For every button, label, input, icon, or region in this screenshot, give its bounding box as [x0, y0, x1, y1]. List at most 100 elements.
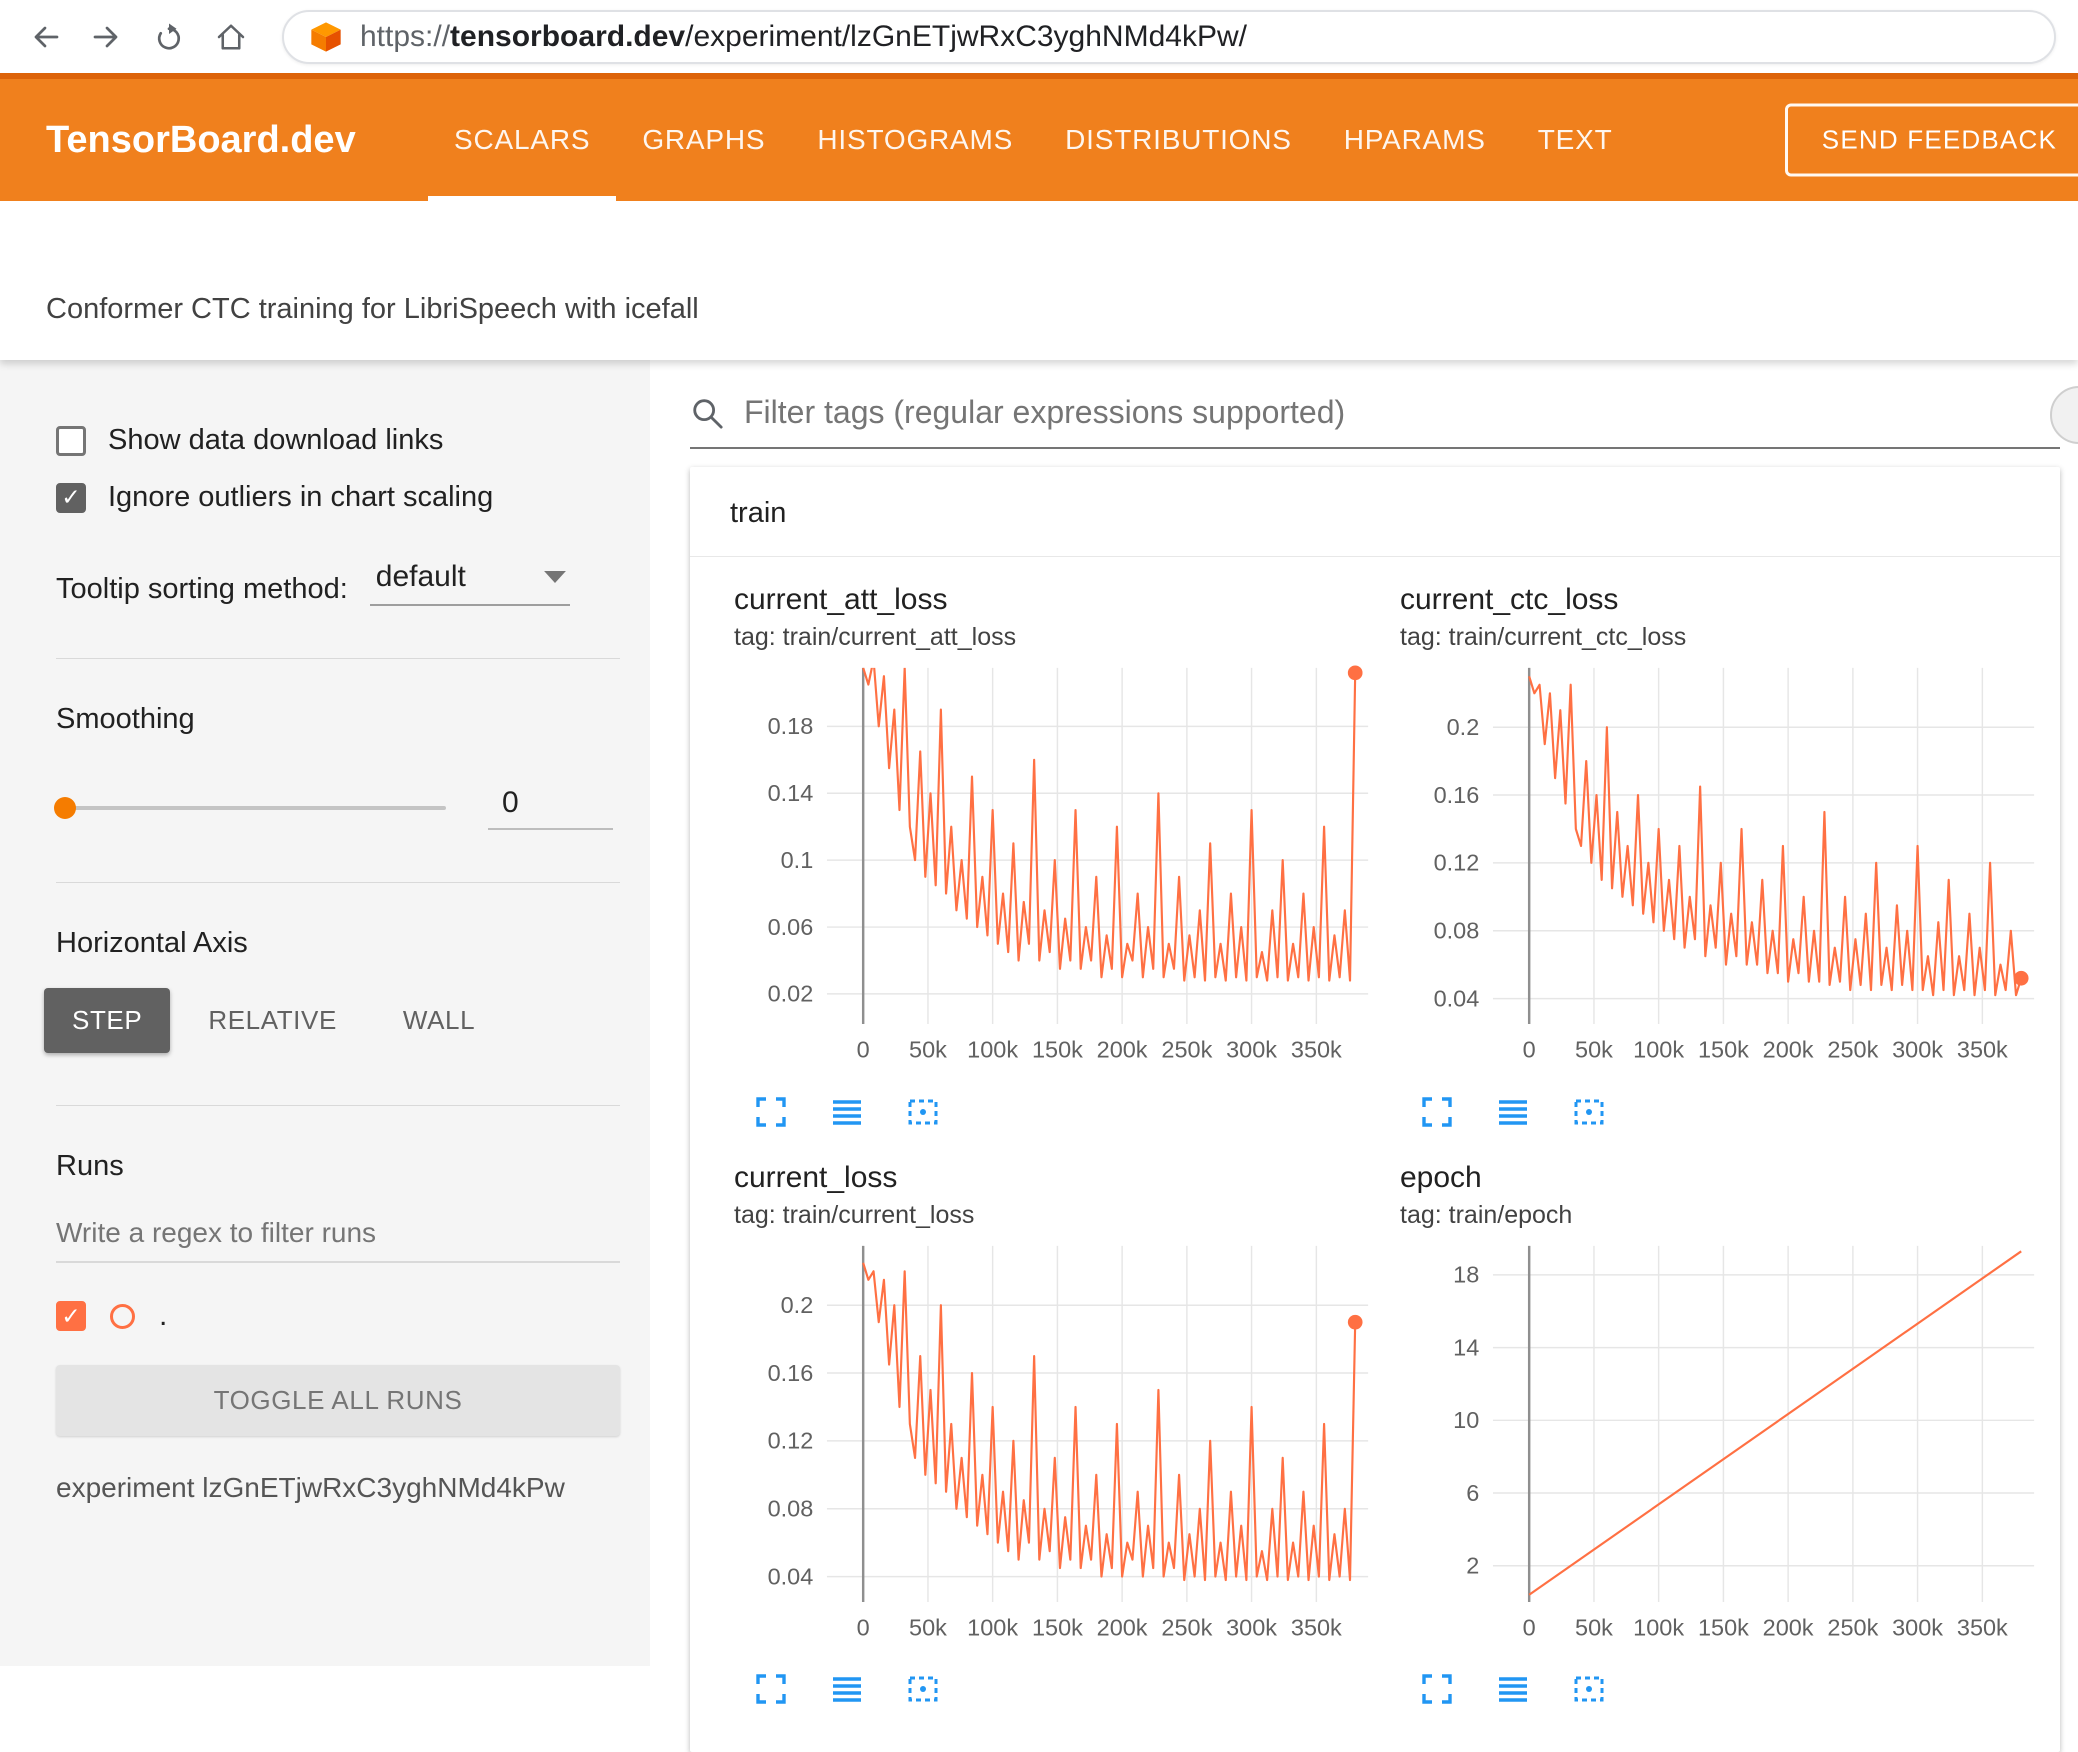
svg-text:14: 14 [1453, 1334, 1479, 1360]
y-axis-toggle-button[interactable] [1490, 1666, 1536, 1712]
svg-text:200k: 200k [1763, 1036, 1814, 1062]
train-card: train current_att_loss tag: train/current… [690, 467, 2060, 1752]
run-checkbox[interactable]: ✓ [56, 1301, 86, 1331]
fit-domain-icon [1574, 1099, 1604, 1125]
fit-domain-button[interactable] [900, 1666, 946, 1712]
svg-text:0: 0 [857, 1614, 870, 1640]
chart-toolbar [1400, 1666, 2040, 1712]
expand-chart-button[interactable] [748, 1666, 794, 1712]
smoothing-label: Smoothing [56, 703, 195, 735]
y-axis-toggle-button[interactable] [824, 1089, 870, 1135]
axis-step-button[interactable]: STEP [44, 988, 171, 1053]
run-color-indicator [110, 1303, 135, 1329]
chart-plot-current-loss[interactable]: 0.04 0.08 0.12 0.16 0.2 0 50k 100k 150k 200k 250k 3… [734, 1238, 1374, 1665]
toggle-all-runs-button[interactable]: TOGGLE ALL RUNS [56, 1365, 620, 1436]
fit-domain-icon [1574, 1676, 1604, 1702]
svg-text:0.12: 0.12 [768, 1427, 814, 1453]
experiment-id-caption: experiment lzGnETjwRxC3yghNMd4kPw [56, 1472, 565, 1503]
home-icon [217, 23, 245, 50]
chart-plot-current-att-loss[interactable]: 0.02 0.06 0.1 0.14 0.18 0 50k 100k 150k 200k 250k 3… [734, 660, 1374, 1087]
chart-title: epoch [1400, 1160, 1482, 1194]
smoothing-value-input[interactable]: 0 [488, 786, 613, 830]
ignore-outliers-label: Ignore outliers in chart scaling [108, 481, 494, 513]
svg-text:350k: 350k [1291, 1036, 1342, 1062]
expand-chart-button[interactable] [1414, 1089, 1460, 1135]
main-nav: SCALARS GRAPHS HISTOGRAMS DISTRIBUTIONS … [428, 79, 1639, 201]
svg-text:350k: 350k [1957, 1036, 2008, 1062]
chart-tag: tag: train/current_ctc_loss [1400, 623, 1687, 651]
tab-histograms[interactable]: HISTOGRAMS [817, 124, 1014, 155]
chart-title: current_att_loss [734, 583, 948, 616]
axis-wall-button[interactable]: WALL [375, 988, 503, 1053]
chart-plot-current-ctc-loss[interactable]: 0.04 0.08 0.12 0.16 0.2 0 50k 100k 150k 200k 250k 3… [1400, 660, 2040, 1087]
reload-button[interactable] [140, 8, 198, 66]
svg-text:300k: 300k [1226, 1614, 1277, 1640]
main-panel: train current_att_loss tag: train/current… [650, 360, 2078, 1752]
svg-text:350k: 350k [1957, 1614, 2008, 1640]
tab-hparams[interactable]: HPARAMS [1343, 124, 1486, 155]
tab-distributions[interactable]: DISTRIBUTIONS [1065, 124, 1292, 155]
tab-scalars[interactable]: SCALARS [428, 79, 617, 201]
svg-text:150k: 150k [1698, 1036, 1749, 1062]
forward-button[interactable] [78, 8, 136, 66]
fit-domain-button[interactable] [1566, 1089, 1612, 1135]
expand-chart-button[interactable] [748, 1089, 794, 1135]
fit-domain-button[interactable] [1566, 1666, 1612, 1712]
smoothing-slider[interactable] [54, 797, 446, 819]
tab-text[interactable]: TEXT [1537, 124, 1613, 155]
smoothing-row: 0 [54, 786, 620, 830]
chart-plot-epoch[interactable]: 2 6 10 14 18 0 50k 100k 150k 200k 250k 300k 350k [1400, 1238, 2040, 1665]
svg-text:100k: 100k [967, 1036, 1018, 1062]
axis-relative-button[interactable]: RELATIVE [180, 988, 365, 1053]
back-icon [34, 26, 59, 47]
show-download-links-checkbox[interactable]: Show data download links [56, 424, 620, 457]
chart-tag: tag: train/epoch [1400, 1200, 1573, 1229]
expand-chart-icon [1422, 1096, 1452, 1127]
ignore-outliers-checkbox[interactable]: ✓ Ignore outliers in chart scaling [56, 481, 620, 514]
svg-text:250k: 250k [1161, 1614, 1212, 1640]
svg-text:250k: 250k [1161, 1036, 1212, 1062]
url-scheme: https:// [360, 19, 451, 53]
y-axis-toggle-button[interactable] [1490, 1089, 1536, 1135]
y-axis-toggle-button[interactable] [824, 1666, 870, 1712]
runs-filter-input[interactable] [56, 1217, 620, 1263]
tooltip-sorting-select[interactable]: default [369, 560, 570, 606]
svg-text:0.08: 0.08 [1434, 918, 1480, 944]
url-domain: tensorboard.dev [450, 19, 686, 53]
svg-text:150k: 150k [1032, 1614, 1083, 1640]
svg-text:0.16: 0.16 [768, 1360, 814, 1386]
svg-text:6: 6 [1466, 1480, 1479, 1506]
fit-domain-button[interactable] [900, 1089, 946, 1135]
tag-group-title[interactable]: train [690, 467, 2060, 557]
experiment-title-bar: Conformer CTC training for LibriSpeech w… [0, 201, 2078, 360]
tooltip-sorting-row: Tooltip sorting method: default [56, 560, 620, 606]
experiment-title: Conformer CTC training for LibriSpeech w… [46, 293, 699, 325]
show-download-links-label: Show data download links [108, 424, 444, 456]
chart-tag: tag: train/current_loss [734, 1200, 975, 1229]
svg-text:0.04: 0.04 [1434, 985, 1480, 1011]
chart-tag: tag: train/current_att_loss [734, 623, 1017, 651]
address-bar[interactable]: https://tensorboard.dev/experiment/lzGnE… [282, 9, 2056, 64]
expand-chart-button[interactable] [1414, 1666, 1460, 1712]
send-feedback-button[interactable]: SEND FEEDBACK [1784, 103, 2078, 177]
sidebar-divider [56, 1105, 620, 1106]
back-button[interactable] [16, 8, 74, 66]
svg-text:0: 0 [1523, 1036, 1536, 1062]
url-text: https://tensorboard.dev/experiment/lzGnE… [360, 20, 1247, 54]
home-button[interactable] [202, 8, 260, 66]
svg-text:150k: 150k [1032, 1036, 1083, 1062]
slider-thumb[interactable] [54, 797, 76, 819]
page: https://tensorboard.dev/experiment/lzGnE… [0, 8, 2078, 1752]
svg-text:100k: 100k [967, 1614, 1018, 1640]
chart-toolbar [734, 1089, 1374, 1135]
svg-text:350k: 350k [1291, 1614, 1342, 1640]
tag-filter-input[interactable] [744, 394, 2060, 431]
svg-text:100k: 100k [1633, 1614, 1684, 1640]
svg-text:0.18: 0.18 [768, 713, 814, 739]
svg-text:0.02: 0.02 [768, 981, 814, 1007]
chart-card-current-loss: current_loss tag: train/current_loss 0.04 0… [734, 1161, 1374, 1713]
tab-graphs[interactable]: GRAPHS [642, 124, 766, 155]
url-path: /experiment/lzGnETjwRxC3yghNMd4kPw/ [685, 19, 1247, 53]
svg-text:300k: 300k [1892, 1036, 1943, 1062]
fit-domain-icon [908, 1099, 938, 1125]
